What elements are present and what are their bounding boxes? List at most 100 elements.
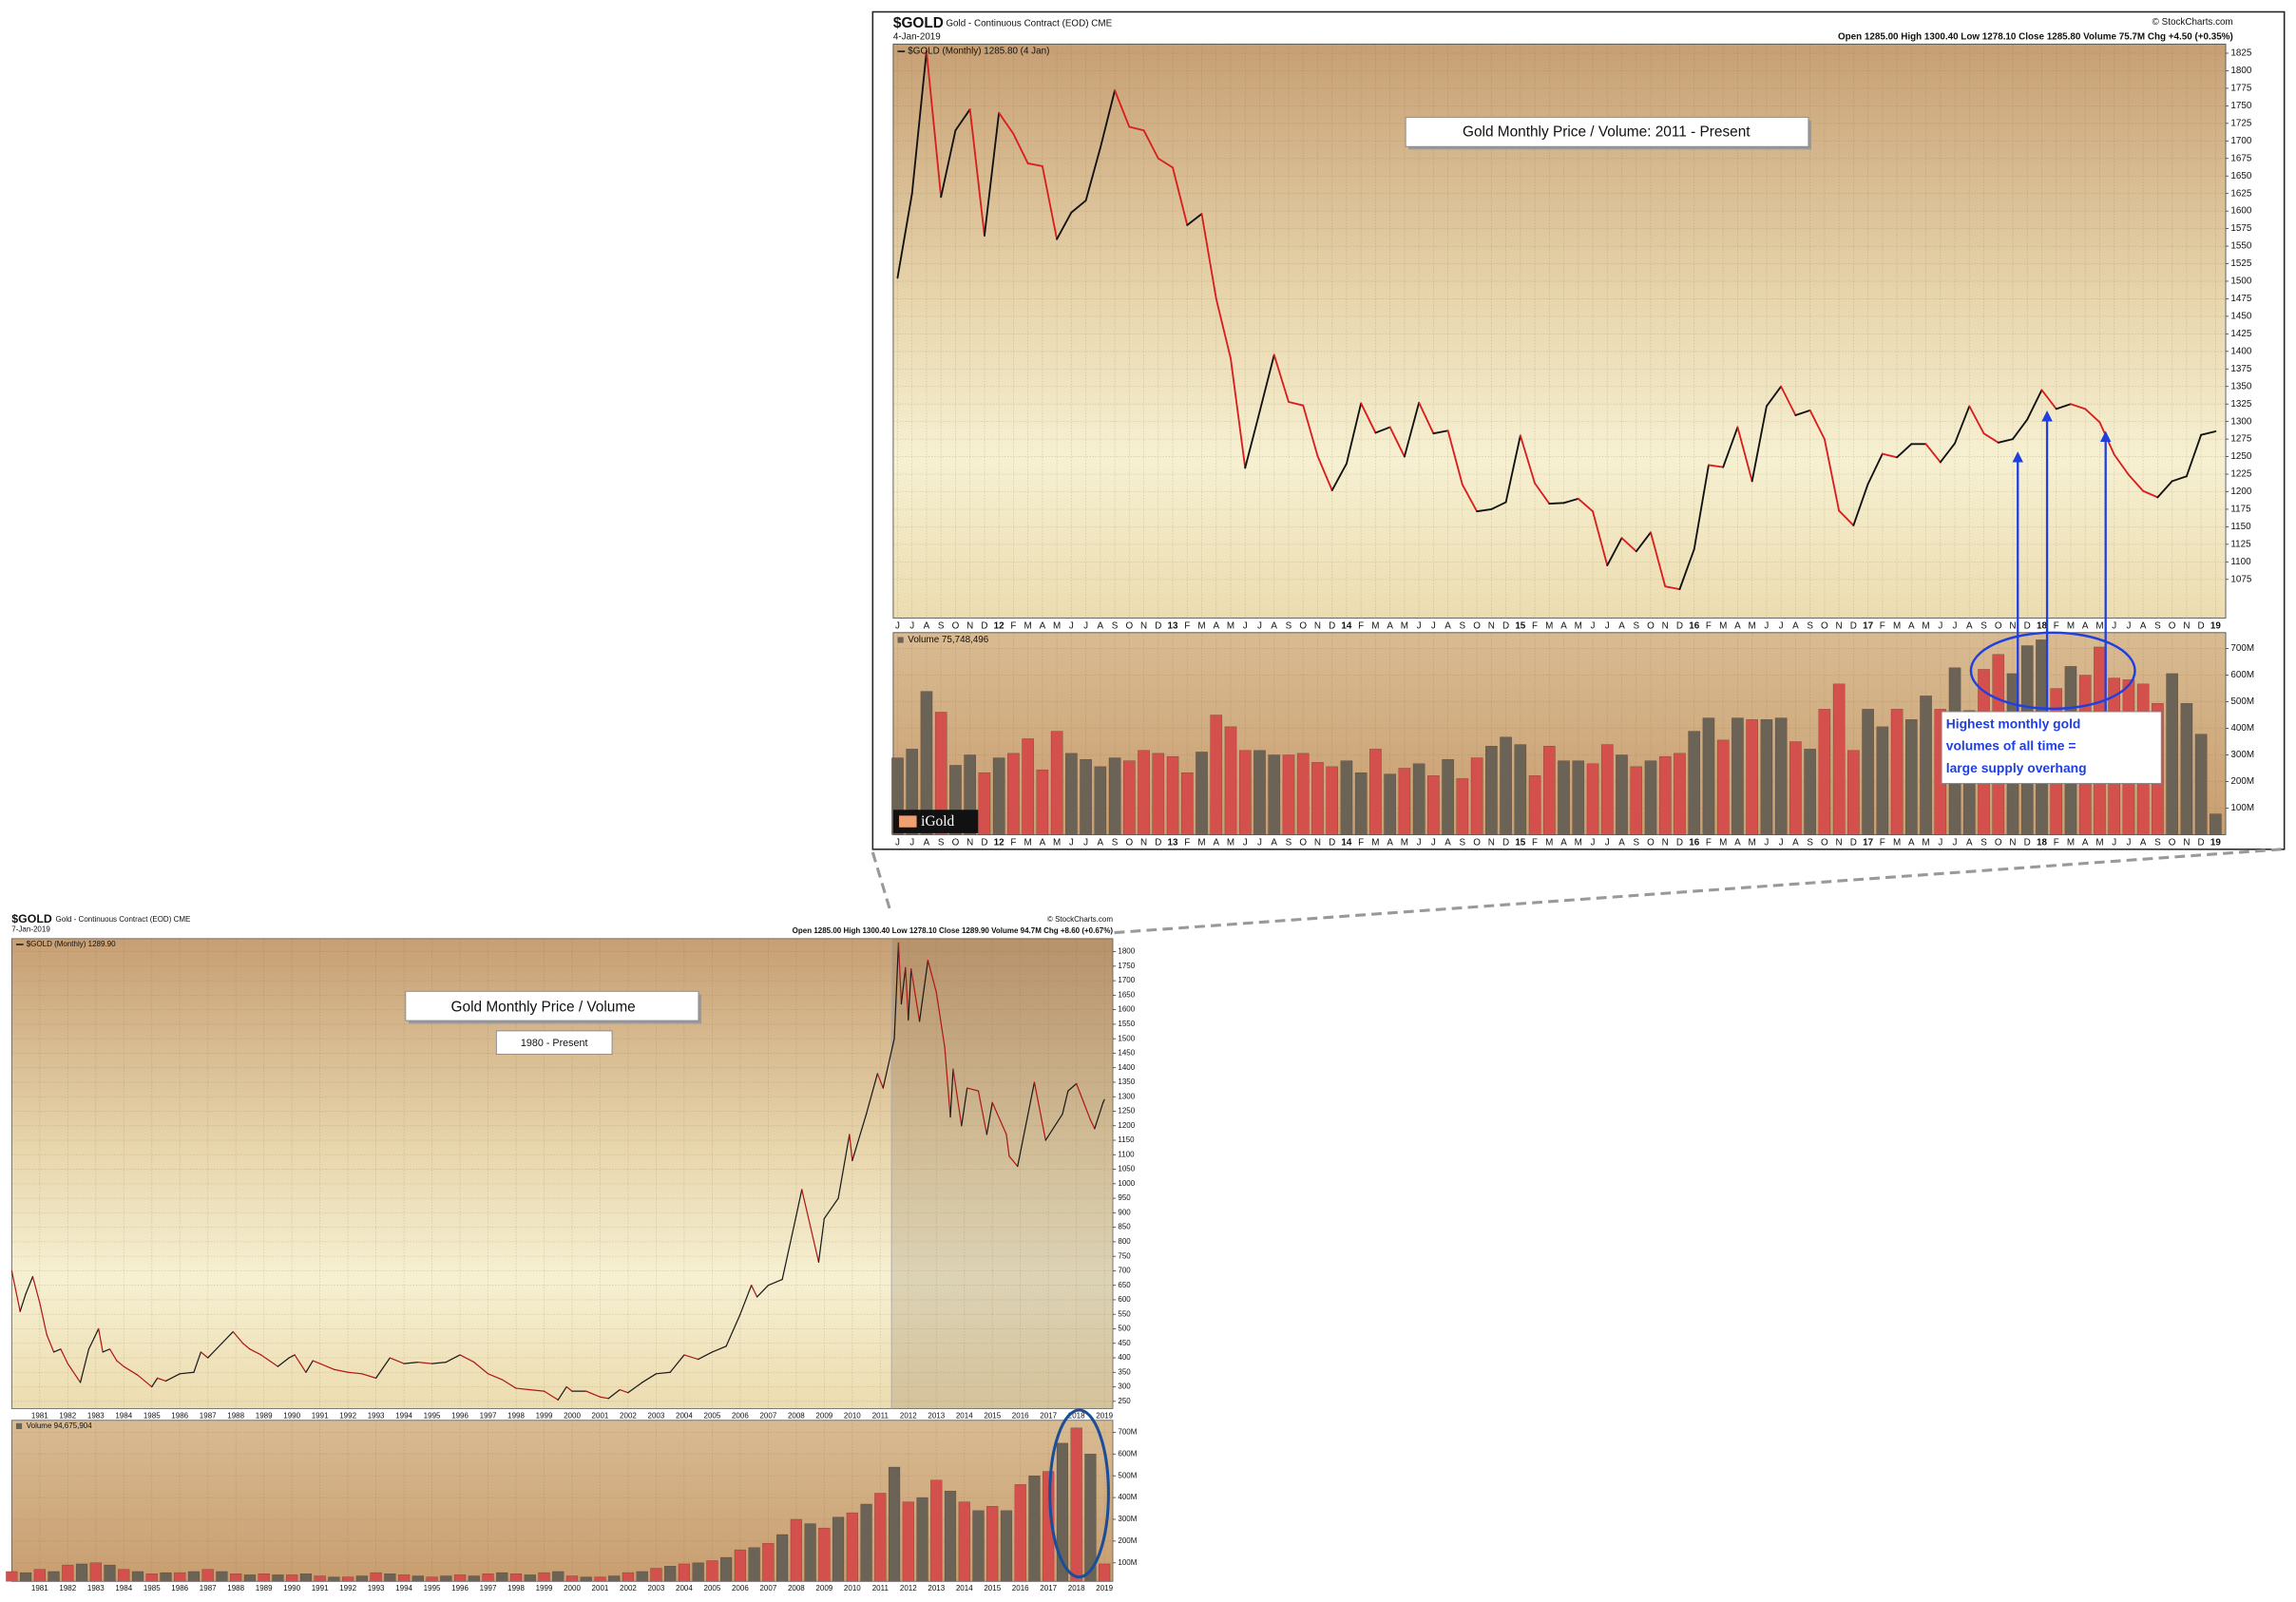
price-segment xyxy=(944,1046,951,1118)
x-tick-label: S xyxy=(1807,838,1813,849)
price-segment xyxy=(985,1101,993,1135)
y-tick-label: 550 xyxy=(1118,1309,1131,1318)
volume-bar xyxy=(1558,760,1570,835)
volume-bar xyxy=(992,757,1005,835)
x-tick-label: F xyxy=(1358,620,1364,631)
y-tick-label: 1375 xyxy=(2230,364,2251,374)
price-segment xyxy=(232,1330,244,1345)
price-segment xyxy=(585,1390,602,1398)
x-tick-label: D xyxy=(1502,620,1509,631)
y-tick-label: 200M xyxy=(2230,776,2254,787)
legend-label: Volume 94,675,904 xyxy=(27,1421,92,1430)
y-tick-label: 1400 xyxy=(2230,346,2251,356)
price-segment xyxy=(607,1388,621,1400)
x-tick-label: 14 xyxy=(1341,620,1351,631)
x-tick-label: A xyxy=(1560,838,1567,849)
price-segment xyxy=(711,1345,727,1353)
x-tick-label: F xyxy=(1010,620,1016,631)
volume-bar xyxy=(104,1564,116,1582)
price-segment xyxy=(641,1373,658,1383)
price-segment xyxy=(1722,426,1739,468)
price-segment xyxy=(2012,418,2029,441)
x-tick-label: D xyxy=(1502,838,1509,849)
y-tick-label: 400M xyxy=(2230,723,2254,734)
price-segment xyxy=(2185,433,2203,478)
price-segment xyxy=(1736,426,1753,483)
price-segment xyxy=(1288,401,1305,407)
y-tick-label: 450 xyxy=(1118,1339,1131,1347)
x-tick-label: A xyxy=(2140,838,2147,849)
x-tick-label: 2000 xyxy=(564,1584,581,1592)
price-segment xyxy=(1099,89,1117,149)
x-tick-label: S xyxy=(1112,620,1119,631)
volume-bar xyxy=(411,1575,424,1582)
volume-bar xyxy=(1832,683,1846,835)
price-segment xyxy=(305,1360,314,1373)
x-tick-label: 2010 xyxy=(844,1584,861,1592)
y-tick-label: 1150 xyxy=(2230,522,2251,532)
x-tick-label: 1991 xyxy=(312,1411,329,1420)
price-segment xyxy=(277,1357,290,1367)
y-tick-label: 300M xyxy=(1118,1515,1137,1523)
volume-bar xyxy=(160,1572,172,1582)
y-tick-label: 500 xyxy=(1118,1325,1131,1333)
volume-bar xyxy=(1470,757,1483,835)
y-tick-label: 1300 xyxy=(2230,416,2251,427)
x-tick-label: O xyxy=(1821,838,1828,849)
price-segment xyxy=(1172,166,1189,226)
symbol: $GOLD xyxy=(11,912,52,925)
volume-bar xyxy=(1224,726,1237,835)
price-segment xyxy=(1548,502,1565,505)
volume-bar xyxy=(790,1518,802,1582)
x-tick-label: 1992 xyxy=(339,1411,356,1420)
x-tick-label: 12 xyxy=(994,620,1004,631)
price-segment xyxy=(319,1363,335,1370)
price-segment xyxy=(1094,1101,1104,1130)
x-tick-label: O xyxy=(1995,838,2002,849)
y-tick-label: 500M xyxy=(1118,1471,1137,1479)
y-tick-label: 700 xyxy=(1118,1267,1131,1275)
volume-bar xyxy=(916,1497,928,1582)
price-segment xyxy=(459,1354,475,1364)
x-tick-label: M xyxy=(1922,620,1929,631)
volume-bar xyxy=(1028,1475,1041,1582)
y-tick-label: 1400 xyxy=(1118,1063,1135,1072)
price-segment xyxy=(817,1217,825,1263)
y-tick-label: 1700 xyxy=(1118,976,1135,984)
price-segment xyxy=(60,1348,68,1364)
x-tick-label: F xyxy=(2054,620,2059,631)
volume-bar xyxy=(33,1569,46,1582)
price-segment xyxy=(837,1134,851,1199)
x-tick-label: 1987 xyxy=(200,1411,217,1420)
y-tick-label: 700M xyxy=(1118,1427,1137,1436)
x-tick-label: N xyxy=(1140,838,1147,849)
y-tick-label: 1150 xyxy=(1118,1135,1135,1144)
x-tick-label: J xyxy=(895,838,900,849)
price-segment xyxy=(756,1285,769,1298)
price-segment xyxy=(767,1278,783,1287)
y-tick-label: 250 xyxy=(1118,1397,1131,1405)
price-segment xyxy=(1968,405,1985,435)
x-tick-label: 2009 xyxy=(815,1584,832,1592)
price-segment xyxy=(1562,497,1579,505)
x-tick-label: D xyxy=(2024,620,2031,631)
price-segment xyxy=(1388,426,1406,458)
price-segment xyxy=(865,1073,878,1116)
y-tick-label: 1675 xyxy=(2230,153,2251,163)
volume-bar xyxy=(1760,719,1773,835)
price-segment xyxy=(1693,464,1710,550)
volume-bar xyxy=(1014,1484,1026,1582)
volume-bar xyxy=(1500,736,1512,835)
x-tick-label: 2007 xyxy=(759,1584,776,1592)
volume-bar xyxy=(1616,754,1628,835)
price-segment xyxy=(961,1087,968,1127)
price-segment xyxy=(1403,401,1421,458)
volume-bar xyxy=(1847,750,1860,835)
x-tick-label: N xyxy=(2183,838,2190,849)
x-tick-label: 2001 xyxy=(592,1584,609,1592)
x-tick-label: D xyxy=(2198,838,2205,849)
volume-bar xyxy=(2166,673,2178,835)
volume-bar xyxy=(1644,760,1657,835)
price-segment xyxy=(1664,585,1681,591)
volume-bar xyxy=(1282,754,1295,835)
